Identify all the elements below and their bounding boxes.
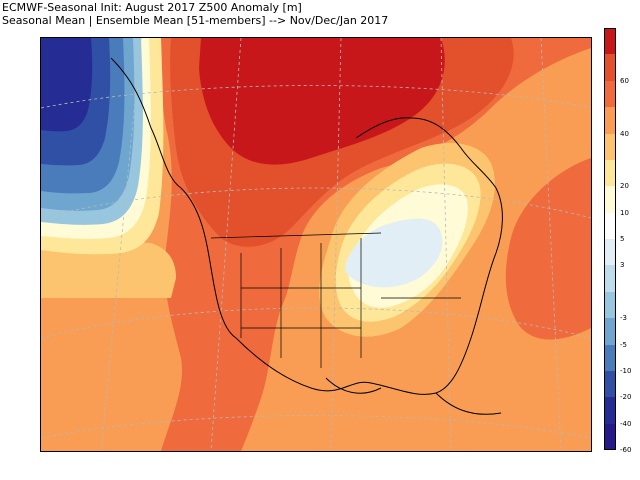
colorbar-tick-label: 60 [620,76,629,85]
graticule [41,38,591,451]
coastlines [110,57,503,415]
colorbar-segment [604,133,616,160]
colorbar-segment [604,291,616,319]
colorbar-segment [604,186,616,213]
anomaly-zone-minus-3-great-lakes [345,218,443,288]
map-title-line-1: ECMWF-Seasonal Init: August 2017 Z500 An… [2,1,302,14]
colorbar-segment [604,318,616,345]
colorbar-tick-label: 3 [620,261,625,270]
colorbar-segment [604,107,616,134]
colorbar-segment [604,423,616,450]
colorbar-segment [604,54,616,81]
colorbar-tick-label: -3 [620,314,627,323]
colorbar-tick-label: 40 [620,129,629,138]
colorbar-segment [604,28,616,55]
colorbar-tick-label: 10 [620,208,629,217]
colorbar-tick-label: -60 [620,446,632,454]
colorbar-tick-label: 20 [620,182,629,191]
colorbar-tick-label: -10 [620,366,632,375]
colorbar-segment [604,265,616,292]
colorbar-tick-label: -5 [620,340,627,349]
anomaly-map [40,37,592,452]
anomaly-zone-minus-60-pacific [41,38,93,132]
colorbar-segment [604,212,616,239]
colorbar [604,28,616,450]
anomaly-zone-gt-60-canada [199,38,445,165]
anomaly-map-canvas [41,38,591,451]
colorbar-tick-label: -40 [620,419,632,428]
map-title-line-2: Seasonal Mean | Ensemble Mean [51-member… [2,14,389,27]
colorbar-tick-label: 5 [620,235,625,243]
political-borders [210,232,461,368]
colorbar-segment [604,239,616,266]
colorbar-segment [604,397,616,424]
colorbar-segment [604,80,616,108]
anomaly-zone-20-40-east [505,158,591,340]
colorbar-segment [604,159,616,187]
colorbar-segment [604,370,616,398]
colorbar-segment [604,344,616,371]
colorbar-tick-label: -20 [620,393,632,402]
